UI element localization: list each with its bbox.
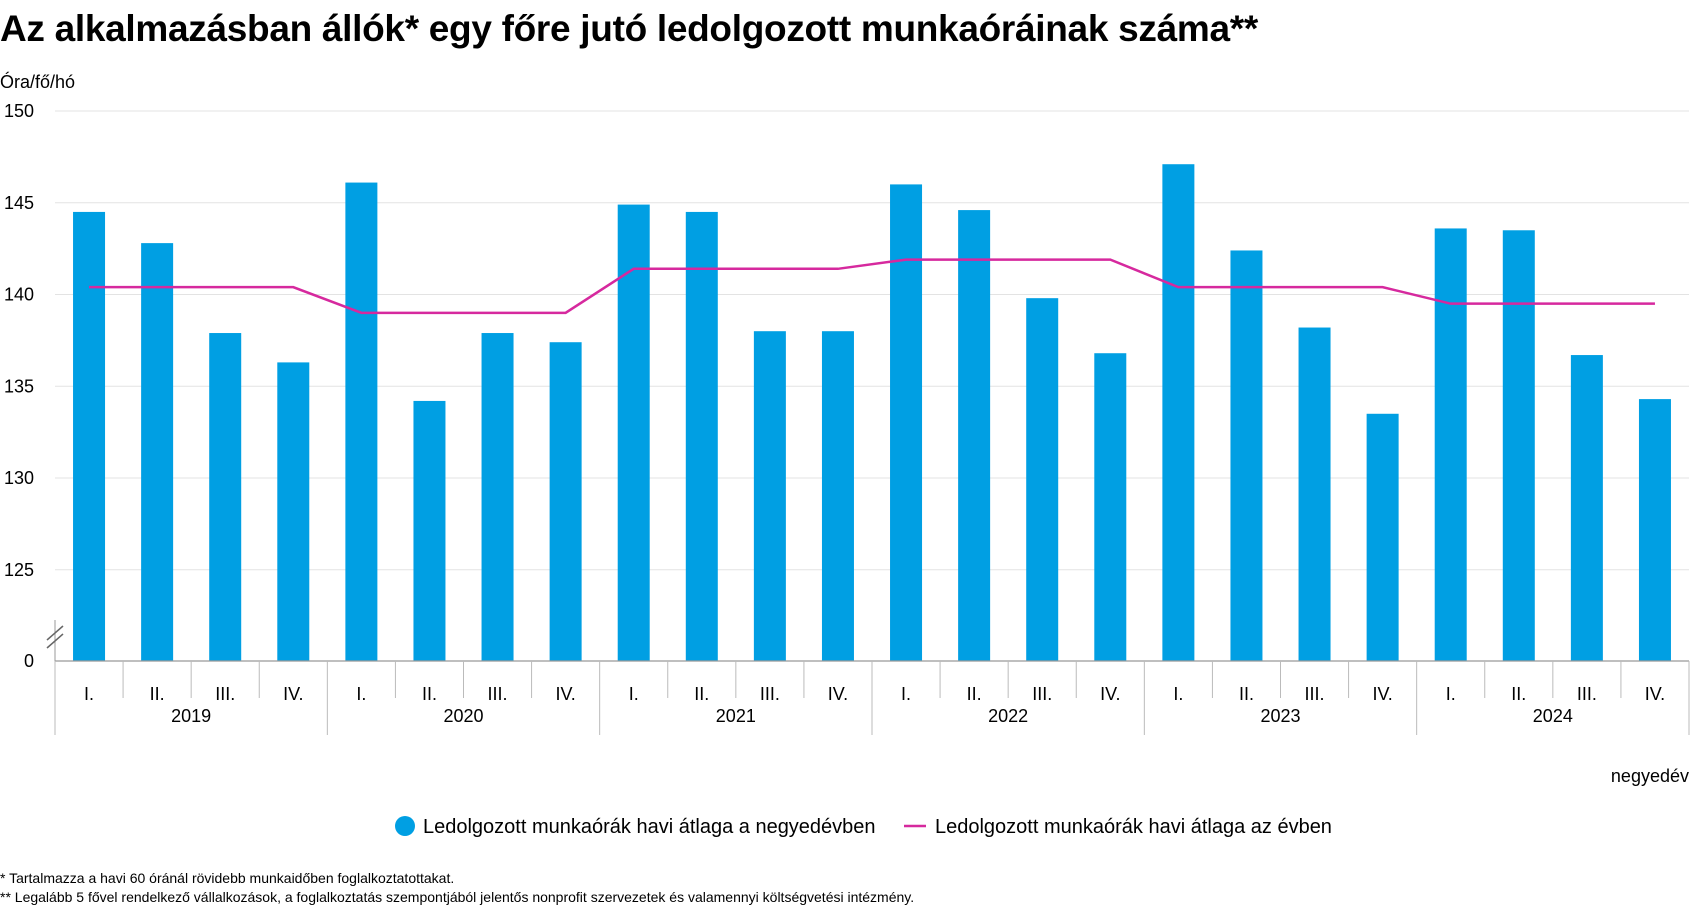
x-tick-label: III. bbox=[488, 684, 508, 704]
footnote-1: * Tartalmazza a havi 60 óránál rövidebb … bbox=[0, 870, 454, 886]
bar bbox=[73, 212, 105, 661]
axis-break-icon bbox=[47, 620, 63, 661]
bar bbox=[1571, 355, 1603, 661]
legend-bar-marker bbox=[395, 816, 415, 836]
y-axis-label: Óra/fő/hó bbox=[0, 71, 75, 92]
bar bbox=[141, 243, 173, 661]
bar bbox=[890, 184, 922, 661]
x-tick-label: I. bbox=[1446, 684, 1456, 704]
bar bbox=[1026, 298, 1058, 661]
bar bbox=[482, 333, 514, 661]
year-label: 2020 bbox=[443, 706, 483, 726]
y-tick-label: 0 bbox=[24, 651, 34, 671]
x-tick-label: IV. bbox=[555, 684, 575, 704]
line-series bbox=[89, 260, 1655, 313]
x-tick-label: I. bbox=[356, 684, 366, 704]
x-tick-label: IV. bbox=[1100, 684, 1120, 704]
bar bbox=[1367, 414, 1399, 661]
x-tick-label: II. bbox=[1239, 684, 1254, 704]
bar bbox=[413, 401, 445, 661]
bar bbox=[1230, 250, 1262, 661]
x-tick-label: I. bbox=[1173, 684, 1183, 704]
x-tick-label: III. bbox=[1305, 684, 1325, 704]
y-tick-label: 140 bbox=[4, 285, 34, 305]
bar-series bbox=[73, 164, 1671, 661]
y-tick-label: 135 bbox=[4, 376, 34, 396]
year-label: 2023 bbox=[1260, 706, 1300, 726]
bar bbox=[1503, 230, 1535, 661]
x-tick-label: IV. bbox=[1372, 684, 1392, 704]
bar bbox=[1094, 353, 1126, 661]
bar bbox=[958, 210, 990, 661]
legend-bar-label: Ledolgozott munkaórák havi átlaga a negy… bbox=[423, 816, 876, 838]
legend-line-label: Ledolgozott munkaórák havi átlaga az évb… bbox=[935, 816, 1332, 838]
y-tick-label: 125 bbox=[4, 560, 34, 580]
line-path bbox=[89, 260, 1655, 313]
year-label: 2019 bbox=[171, 706, 211, 726]
x-tick-label: II. bbox=[150, 684, 165, 704]
x-tick-label: II. bbox=[422, 684, 437, 704]
x-tick-label: II. bbox=[694, 684, 709, 704]
year-label: 2021 bbox=[716, 706, 756, 726]
x-axis-label: negyedév bbox=[1611, 766, 1689, 786]
x-tick-label: IV. bbox=[283, 684, 303, 704]
y-tick-label: 150 bbox=[4, 101, 34, 121]
bar bbox=[209, 333, 241, 661]
bar bbox=[345, 183, 377, 661]
x-tick-label: I. bbox=[629, 684, 639, 704]
bar bbox=[1639, 399, 1671, 661]
bar bbox=[277, 362, 309, 661]
x-tick-label: I. bbox=[84, 684, 94, 704]
bar bbox=[1435, 228, 1467, 661]
x-axis: I. II. III. IV. I. II. III. IV. I. II. III. IV. I. II… bbox=[55, 661, 1689, 735]
x-tick-label: IV. bbox=[1645, 684, 1665, 704]
bar bbox=[1299, 328, 1331, 661]
footnote-2: ** Legalább 5 fővel rendelkező vállalkoz… bbox=[0, 889, 914, 905]
x-tick-label: III. bbox=[1032, 684, 1052, 704]
bar bbox=[550, 342, 582, 661]
x-tick-label: II. bbox=[967, 684, 982, 704]
bar bbox=[1162, 164, 1194, 661]
y-tick-label: 130 bbox=[4, 468, 34, 488]
y-tick-label: 145 bbox=[4, 193, 34, 213]
x-tick-label: III. bbox=[760, 684, 780, 704]
x-tick-label: I. bbox=[901, 684, 911, 704]
x-tick-label: III. bbox=[1577, 684, 1597, 704]
bar bbox=[618, 205, 650, 661]
x-tick-label: IV. bbox=[828, 684, 848, 704]
x-tick-label: II. bbox=[1511, 684, 1526, 704]
bar bbox=[822, 331, 854, 661]
bar bbox=[686, 212, 718, 661]
x-tick-label: III. bbox=[215, 684, 235, 704]
bar bbox=[754, 331, 786, 661]
legend: Ledolgozott munkaórák havi átlaga a negy… bbox=[395, 816, 1332, 838]
year-label: 2022 bbox=[988, 706, 1028, 726]
year-label: 2024 bbox=[1533, 706, 1573, 726]
y-axis-ticks: 150 145 140 135 130 125 0 bbox=[4, 101, 63, 671]
